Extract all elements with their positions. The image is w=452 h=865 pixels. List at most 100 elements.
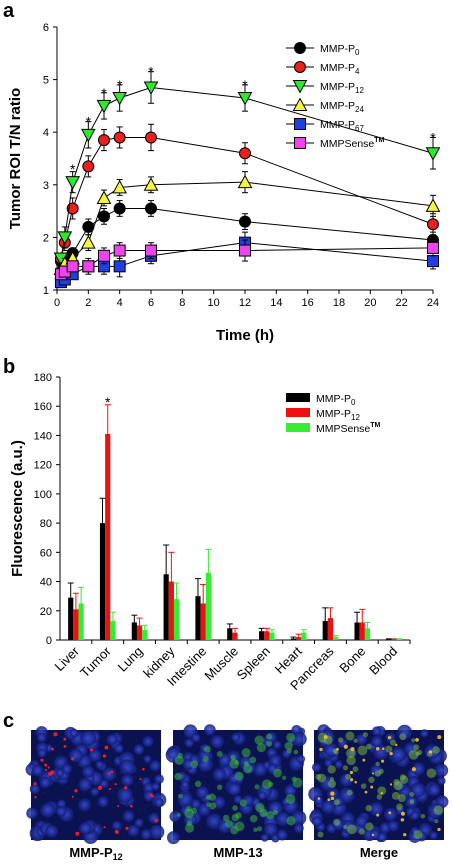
- green-signal: [272, 809, 279, 815]
- red-signal: [71, 757, 75, 761]
- nucleus: [106, 733, 118, 746]
- nucleus: [311, 762, 322, 772]
- bar-lung-1: [136, 625, 143, 640]
- legend-marker: [292, 97, 308, 111]
- nucleus: [78, 822, 92, 835]
- nucleus: [387, 820, 399, 832]
- green-signal: [377, 786, 387, 796]
- category-label: Bone: [336, 644, 368, 676]
- nucleus: [411, 762, 425, 776]
- data-point: [57, 231, 73, 245]
- green-signal: [292, 777, 303, 788]
- red-signal: [375, 747, 380, 751]
- legend-marker: [292, 80, 308, 94]
- green-signal: [286, 816, 296, 826]
- green-signal: [337, 737, 344, 743]
- data-point: [113, 202, 126, 215]
- data-point: [65, 176, 81, 190]
- legend-marker: [294, 61, 306, 73]
- data-point: [145, 202, 157, 215]
- nucleus: [320, 799, 336, 815]
- nucleus: [31, 764, 44, 777]
- red-signal: [104, 745, 109, 750]
- micro-image-1: [165, 724, 307, 845]
- bar-spleen-1: [264, 631, 270, 640]
- bar-intestine-0: [195, 596, 201, 640]
- nucleus: [68, 748, 83, 763]
- green-signal: [234, 821, 245, 832]
- category-label: Blood: [366, 644, 400, 678]
- nucleus: [154, 797, 164, 808]
- green-signal: [317, 831, 324, 838]
- legend-label: MMP-P12: [320, 81, 364, 95]
- green-signal: [234, 771, 244, 781]
- red-signal: [33, 782, 37, 786]
- green-signal: [360, 783, 367, 789]
- red-signal: [125, 826, 129, 830]
- legend-label: MMP-P12: [316, 408, 360, 422]
- red-signal: [387, 736, 392, 740]
- data-point: [80, 128, 96, 143]
- significance-star: *: [430, 129, 436, 145]
- nucleus: [314, 795, 324, 805]
- bar-bone-1: [359, 622, 365, 640]
- x-tick-label: 12: [239, 297, 251, 309]
- green-signal: [328, 779, 337, 788]
- red-signal: [97, 785, 103, 790]
- bar-lung-2: [142, 629, 148, 640]
- data-point: [66, 260, 79, 273]
- panel-b-letter: b: [3, 356, 15, 378]
- red-signal: [403, 832, 407, 837]
- data-point: [237, 92, 253, 106]
- x-tick-label: 24: [427, 297, 439, 309]
- green-signal: [343, 824, 348, 829]
- nucleus: [95, 760, 104, 769]
- bar-muscle-0: [227, 628, 233, 640]
- nucleus: [121, 773, 134, 787]
- green-signal: [282, 775, 287, 781]
- green-signal: [239, 799, 247, 807]
- red-signal: [380, 759, 385, 763]
- red-signal: [323, 735, 328, 739]
- y-tick-label: 160: [34, 401, 52, 413]
- green-signal: [409, 799, 415, 805]
- nucleus: [56, 806, 67, 817]
- y-tick-label: 60: [40, 547, 52, 559]
- x-tick-label: 14: [270, 297, 282, 309]
- green-signal: [393, 778, 400, 786]
- nucleus: [324, 758, 333, 768]
- red-signal: [44, 763, 48, 767]
- legend-label: MMPSenseTM: [320, 137, 385, 150]
- red-signal: [380, 792, 383, 795]
- green-signal: [365, 804, 372, 812]
- nucleus: [231, 732, 241, 742]
- green-signal: [209, 802, 217, 810]
- nucleus: [166, 831, 180, 845]
- green-signal: [174, 755, 184, 766]
- nucleus: [56, 799, 67, 809]
- bar-kidney-2: [173, 599, 180, 640]
- green-signal: [234, 760, 239, 765]
- green-signal: [432, 746, 440, 754]
- nucleus: [369, 829, 381, 840]
- green-signal: [397, 794, 406, 803]
- nucleus: [437, 776, 446, 785]
- green-signal: [333, 799, 340, 806]
- nucleus: [204, 724, 216, 736]
- green-signal: [222, 814, 230, 822]
- significance-star: *: [101, 85, 107, 101]
- green-signal: [315, 773, 322, 780]
- nucleus: [191, 733, 201, 743]
- red-signal: [343, 744, 348, 749]
- nucleus: [127, 824, 140, 837]
- nucleus: [81, 765, 95, 778]
- nucleus: [434, 763, 449, 778]
- green-signal: [376, 794, 383, 800]
- nucleus: [334, 760, 343, 769]
- y-tick-label: 80: [40, 518, 52, 530]
- data-point: [113, 260, 126, 273]
- nucleus: [284, 784, 297, 798]
- green-signal: [293, 749, 299, 755]
- y-tick-label: 4: [43, 127, 49, 139]
- red-signal: [71, 795, 74, 798]
